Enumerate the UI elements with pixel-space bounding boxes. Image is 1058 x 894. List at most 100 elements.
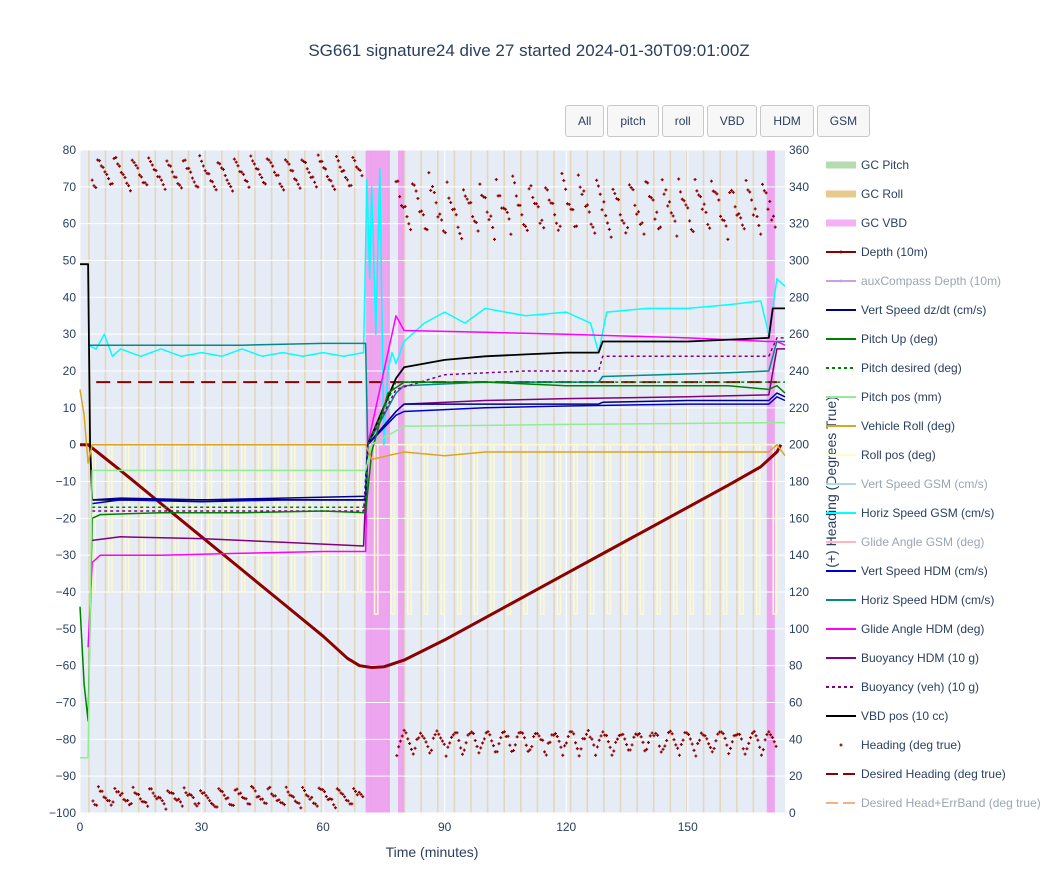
heading-marker: [357, 790, 361, 794]
heading-marker: [211, 803, 215, 807]
heading-marker: [189, 170, 193, 174]
y-right-tick-label: 0: [789, 806, 796, 820]
hdm-button[interactable]: HDM: [760, 105, 814, 137]
heading-marker: [578, 185, 582, 189]
heading-marker: [766, 207, 770, 211]
heading-marker: [222, 793, 226, 797]
y-left-tick-label: −10: [56, 475, 77, 489]
heading-marker: [400, 734, 404, 738]
heading-marker: [97, 159, 101, 163]
heading-marker: [199, 789, 203, 793]
heading-marker: [724, 224, 728, 228]
heading-marker: [226, 796, 230, 800]
heading-marker: [479, 746, 483, 750]
heading-marker: [703, 734, 707, 738]
heading-marker: [535, 732, 539, 736]
heading-marker: [687, 733, 691, 737]
all-button[interactable]: All: [565, 105, 605, 137]
heading-marker: [548, 740, 552, 744]
heading-marker: [758, 745, 762, 749]
heading-marker: [612, 749, 616, 753]
heading-marker: [662, 192, 666, 196]
heading-marker: [169, 791, 173, 795]
heading-marker: [429, 188, 433, 192]
heading-marker: [461, 188, 465, 192]
heading-marker: [294, 178, 298, 182]
heading-marker: [352, 787, 356, 791]
gsm-button[interactable]: GSM: [816, 105, 871, 137]
heading-marker: [314, 185, 318, 189]
y-right-tick-label: 360: [789, 143, 809, 157]
heading-marker: [689, 228, 693, 232]
heading-marker: [138, 797, 142, 801]
heading-marker: [449, 201, 453, 205]
heading-marker: [729, 746, 733, 750]
heading-marker: [460, 237, 464, 241]
heading-marker: [668, 729, 672, 733]
heading-marker: [564, 187, 568, 191]
heading-marker: [113, 786, 117, 790]
heading-marker: [585, 203, 589, 207]
heading-marker: [575, 224, 579, 228]
roll-button[interactable]: roll: [661, 105, 704, 137]
heading-marker: [731, 190, 735, 194]
heading-marker: [265, 157, 269, 161]
heading-marker: [359, 792, 363, 796]
heading-marker: [706, 222, 710, 226]
heading-marker: [620, 218, 624, 222]
heading-marker: [655, 210, 659, 214]
heading-marker: [239, 791, 243, 795]
x-tick-label: 120: [556, 820, 576, 834]
heading-marker: [232, 157, 236, 161]
heading-marker: [502, 730, 506, 734]
heading-marker: [596, 184, 600, 188]
heading-marker: [677, 177, 681, 181]
heading-marker: [336, 159, 340, 163]
heading-marker: [456, 225, 460, 229]
heading-marker: [256, 167, 260, 171]
heading-marker: [672, 738, 676, 742]
heading-marker: [676, 746, 680, 750]
heading-marker: [173, 797, 177, 801]
heading-marker: [707, 742, 711, 746]
heading-marker: [529, 184, 533, 188]
heading-marker: [356, 167, 360, 171]
heading-marker: [505, 210, 509, 214]
heading-marker: [611, 187, 615, 191]
heading-marker: [277, 798, 281, 802]
heading-marker: [666, 204, 670, 208]
heading-marker: [209, 179, 213, 183]
heading-marker: [545, 188, 549, 192]
heading-marker: [722, 219, 726, 223]
heading-marker: [197, 801, 201, 805]
heading-marker: [557, 739, 561, 743]
heading-marker: [615, 737, 619, 741]
series-group: [79, 167, 786, 759]
heading-marker: [212, 185, 216, 189]
legend-item: Glide Angle GSM (deg): [826, 535, 984, 549]
legend-item: Desired Head+ErrBand (deg true): [826, 796, 1041, 810]
legend-item: Vehicle Roll (deg): [826, 419, 955, 433]
right-y-axis-label: (+) Heading (Degrees True): [823, 396, 839, 568]
pitch-button[interactable]: pitch: [607, 105, 659, 137]
heading-marker: [634, 732, 638, 736]
heading-marker: [480, 193, 484, 197]
heading-marker: [716, 732, 720, 736]
heading-marker: [160, 799, 164, 803]
legend-item: Pitch pos (mm): [826, 390, 942, 404]
y-left-tick-label: −40: [56, 585, 77, 599]
heading-marker: [293, 799, 297, 803]
y-left-tick-label: −20: [56, 511, 77, 525]
heading-marker: [471, 215, 475, 219]
heading-marker: [431, 736, 435, 740]
heading-marker: [260, 176, 264, 180]
heading-marker: [335, 787, 339, 791]
heading-marker: [130, 158, 134, 162]
heading-marker: [458, 231, 462, 235]
heading-marker: [261, 797, 265, 801]
vbd-button[interactable]: VBD: [706, 105, 758, 137]
heading-marker: [118, 164, 122, 168]
heading-marker: [554, 221, 558, 225]
series-line: [92, 392, 786, 501]
